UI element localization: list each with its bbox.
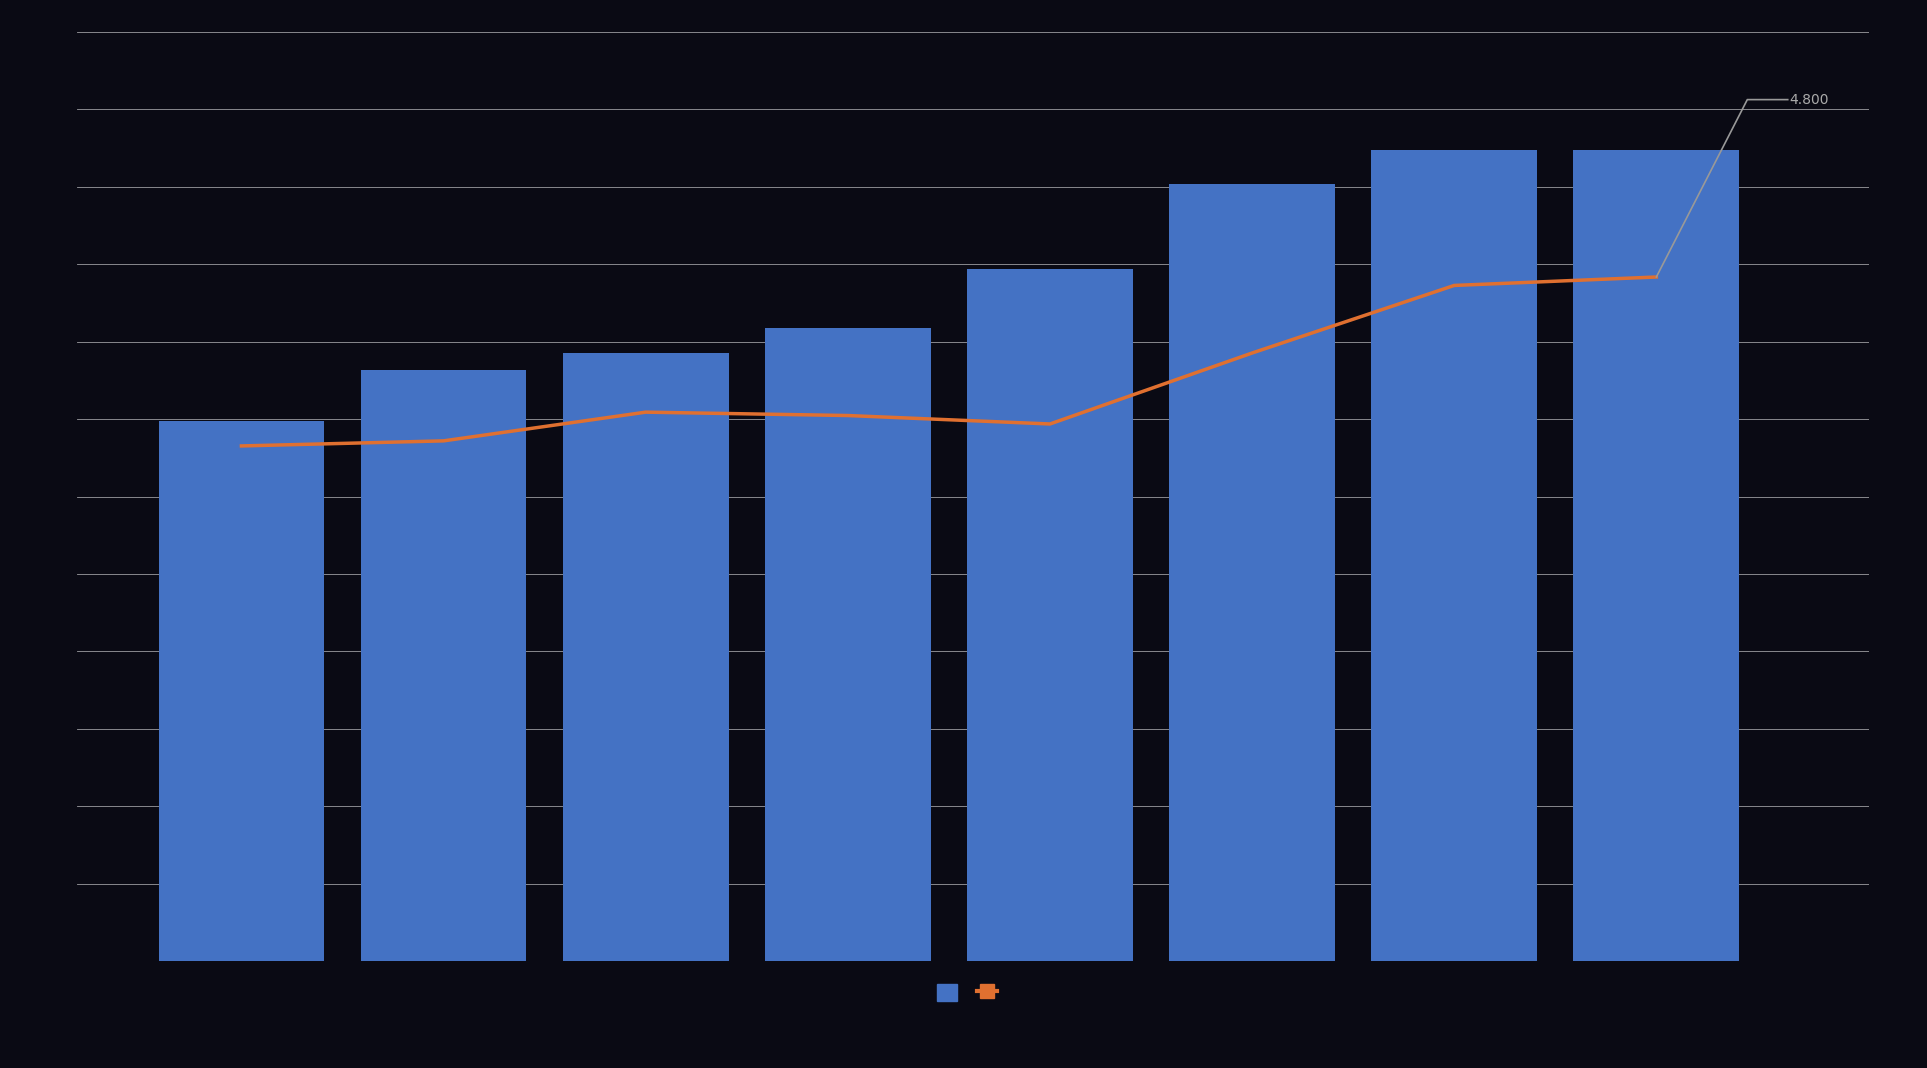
Bar <box>563 354 728 961</box>
Bar <box>765 328 931 961</box>
Bar <box>1574 151 1740 961</box>
Text: 4.800: 4.800 <box>1790 93 1829 107</box>
Bar <box>1170 184 1335 961</box>
Bar <box>158 421 324 961</box>
Bar <box>360 370 526 961</box>
Bar <box>1372 151 1538 961</box>
Bar <box>967 268 1133 961</box>
Legend:  ,  : , <box>931 977 1016 1008</box>
